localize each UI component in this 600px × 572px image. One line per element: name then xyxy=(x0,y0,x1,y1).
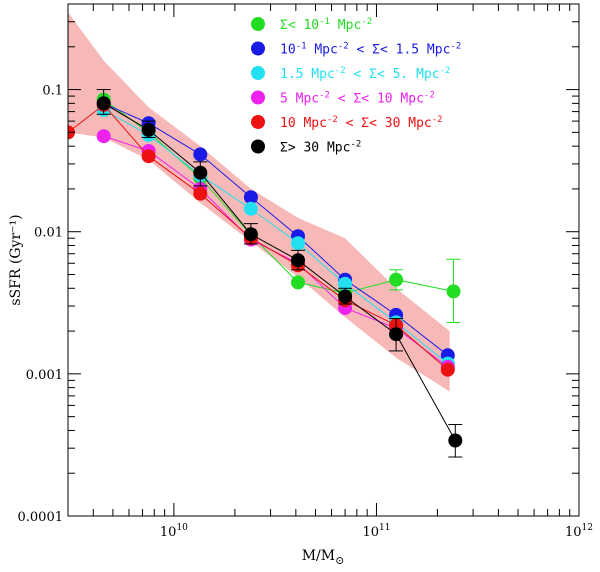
data-point-blue xyxy=(193,147,208,162)
data-point-green xyxy=(446,284,461,299)
data-point-red xyxy=(193,186,208,201)
plot-frame xyxy=(67,3,580,517)
y-tick-label: 0.1 xyxy=(42,84,63,99)
legend-label-cyan: 1.5 Mpc-2 < Σ< 5. Mpc-2 xyxy=(280,66,450,82)
legend-label-black: Σ> 30 Mpc-2 xyxy=(280,140,361,156)
legend-label-red: 10 Mpc-2 < Σ< 30 Mpc-2 xyxy=(280,115,443,131)
data-point-red xyxy=(440,362,455,377)
x-axis-label-sub: ⊙ xyxy=(335,554,344,567)
legend-label-green: Σ< 10-1 Mpc-2 xyxy=(280,17,372,33)
x-tick-label-base: 10 xyxy=(160,525,177,540)
legend-marker-red xyxy=(251,115,265,129)
y-axis-label: sSFR (Gyr⁻¹) xyxy=(8,214,24,305)
legend-label-superscript: -1 xyxy=(296,42,307,52)
x-axis-label: M/M⊙ xyxy=(302,548,345,567)
legend-marker-black xyxy=(251,139,265,154)
data-point-black xyxy=(291,253,305,268)
x-tick-label: 1010 xyxy=(160,523,188,540)
scatter-band xyxy=(68,12,450,392)
series-line-green xyxy=(103,99,454,294)
x-tick-label-exponent: 12 xyxy=(582,523,593,533)
data-point-cyan xyxy=(243,201,258,216)
legend-marker-magenta xyxy=(251,90,265,105)
legend-label-superscript: -2 xyxy=(335,66,346,76)
legend-label-text: < Σ< 5. Mpc xyxy=(346,67,440,82)
legend-label-text: Mpc xyxy=(330,18,361,33)
legend-item-magenta: 5 Mpc-2 < Σ< 10 Mpc-2 xyxy=(251,90,435,107)
data-point-cyan xyxy=(291,236,305,251)
legend-label-text: 10 xyxy=(280,43,296,58)
legend-label-superscript: -2 xyxy=(424,91,435,101)
axis-ticks xyxy=(67,3,580,517)
legend-item-cyan: 1.5 Mpc-2 < Σ< 5. Mpc-2 xyxy=(251,66,450,82)
legend-label-text: 1.5 Mpc xyxy=(280,67,335,82)
legend: Σ< 10-1 Mpc-210-1 Mpc-2 < Σ< 1.5 Mpc-21.… xyxy=(251,17,461,156)
data-point-red xyxy=(141,149,156,164)
legend-label-text: 10 Mpc xyxy=(280,116,327,131)
data-point-blue xyxy=(243,190,258,205)
x-tick-label-base: 10 xyxy=(362,525,379,540)
legend-label-superscript: -2 xyxy=(361,17,372,27)
data-point-black xyxy=(193,165,208,180)
legend-label-superscript: -2 xyxy=(440,66,451,76)
data-point-black xyxy=(448,433,463,448)
scatter-band-layer xyxy=(68,12,450,392)
legend-marker-cyan xyxy=(251,66,265,80)
legend-label-superscript: -2 xyxy=(319,91,330,101)
legend-label-superscript: -1 xyxy=(319,17,330,27)
legend-label-text: Σ> 30 Mpc xyxy=(280,141,350,156)
data-point-magenta xyxy=(96,129,111,144)
series-black xyxy=(96,89,463,458)
legend-item-green: Σ< 10-1 Mpc-2 xyxy=(251,17,372,33)
series-line-black xyxy=(103,102,456,441)
legend-item-red: 10 Mpc-2 < Σ< 30 Mpc-2 xyxy=(251,115,443,131)
legend-label-text: < Σ< 1.5 Mpc xyxy=(349,43,451,58)
x-tick-label-base: 10 xyxy=(565,525,582,540)
legend-marker-green xyxy=(251,17,265,31)
series-line-blue xyxy=(103,102,449,356)
legend-label-text: < Σ< 10 Mpc xyxy=(330,92,424,107)
x-tick-label-exponent: 11 xyxy=(379,523,390,533)
legend-item-black: Σ> 30 Mpc-2 xyxy=(251,139,361,156)
data-point-black xyxy=(389,327,404,342)
legend-label-superscript: -2 xyxy=(432,115,443,125)
x-axis-label-main: M/M xyxy=(302,548,335,564)
legend-label-superscript: -2 xyxy=(338,42,349,52)
series-layer xyxy=(68,89,463,458)
legend-label-superscript: -2 xyxy=(327,115,338,125)
legend-label-magenta: 5 Mpc-2 < Σ< 10 Mpc-2 xyxy=(280,91,435,107)
legend-marker-blue xyxy=(251,41,265,56)
y-tick-label: 0.0001 xyxy=(18,510,64,525)
legend-label-text: Σ< 10 xyxy=(280,18,319,33)
legend-item-blue: 10-1 Mpc-2 < Σ< 1.5 Mpc-2 xyxy=(251,41,461,58)
x-tick-label-exponent: 10 xyxy=(176,523,188,533)
legend-label-superscript: -2 xyxy=(450,42,461,52)
data-point-black xyxy=(96,96,111,111)
data-point-green xyxy=(291,275,305,290)
y-tick-label: 0.01 xyxy=(34,226,63,241)
data-point-black xyxy=(141,122,156,137)
data-point-green xyxy=(389,272,404,287)
x-tick-label: 1011 xyxy=(362,523,390,540)
y-tick-label: 0.001 xyxy=(26,368,63,383)
legend-label-superscript: -2 xyxy=(350,140,361,150)
legend-label-text: 5 Mpc xyxy=(280,92,319,107)
data-point-black xyxy=(338,289,353,304)
legend-label-text: Mpc xyxy=(307,43,338,58)
data-point-black xyxy=(243,227,258,242)
x-tick-label: 1012 xyxy=(565,523,593,540)
series-line-cyan xyxy=(103,109,449,364)
legend-label-blue: 10-1 Mpc-2 < Σ< 1.5 Mpc-2 xyxy=(280,42,461,58)
legend-label-text: < Σ< 30 Mpc xyxy=(338,116,432,131)
data-point-cyan xyxy=(338,276,353,291)
